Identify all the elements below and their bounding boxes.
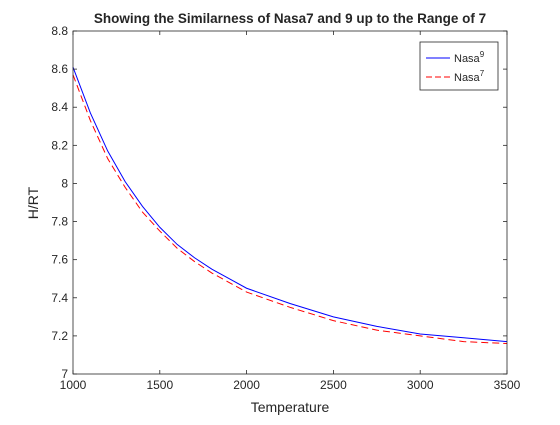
x-tick-label: 3500 xyxy=(494,378,521,392)
y-tick-label: 7.6 xyxy=(51,253,68,267)
y-axis-label: H/RT xyxy=(25,186,41,219)
y-tick-label: 7.2 xyxy=(51,329,68,343)
y-tick-label: 7.4 xyxy=(51,291,68,305)
legend-label-1: Nasa9 xyxy=(454,50,485,65)
legend: Nasa9 Nasa7 xyxy=(419,41,499,91)
x-tick-label: 2000 xyxy=(233,378,260,392)
y-tick-label: 8 xyxy=(61,176,68,190)
tick-labels: 1000 1500 2000 2500 3000 3500 7 7.2 7.4 7.6 7.8 8 8.… xyxy=(51,24,520,392)
chart-title: Showing the Similarness of Nasa7 and 9 u… xyxy=(94,11,486,26)
legend-superscript: 9 xyxy=(480,50,485,59)
y-tick-label: 8.2 xyxy=(51,138,68,152)
series-line-1 xyxy=(72,67,508,343)
legend-box xyxy=(419,41,499,91)
x-tick-label: 1000 xyxy=(60,378,87,392)
x-tick-label: 1500 xyxy=(146,378,173,392)
axes xyxy=(72,30,508,375)
legend-label-2: Nasa7 xyxy=(454,69,485,84)
x-tick-label: 2500 xyxy=(320,378,347,392)
y-tick-label: 8.8 xyxy=(51,24,68,38)
y-tick-label: 8.6 xyxy=(51,62,68,76)
y-tick-label: 7 xyxy=(61,367,68,381)
y-tick-label: 8.4 xyxy=(51,100,68,114)
y-tick-label: 7.8 xyxy=(51,215,68,229)
x-axis-label: Temperature xyxy=(251,399,330,415)
legend-superscript: 7 xyxy=(480,69,485,78)
series-line-2 xyxy=(72,74,508,345)
axes-box xyxy=(72,30,508,375)
series-layer xyxy=(72,67,508,345)
x-tick-label: 3000 xyxy=(407,378,434,392)
